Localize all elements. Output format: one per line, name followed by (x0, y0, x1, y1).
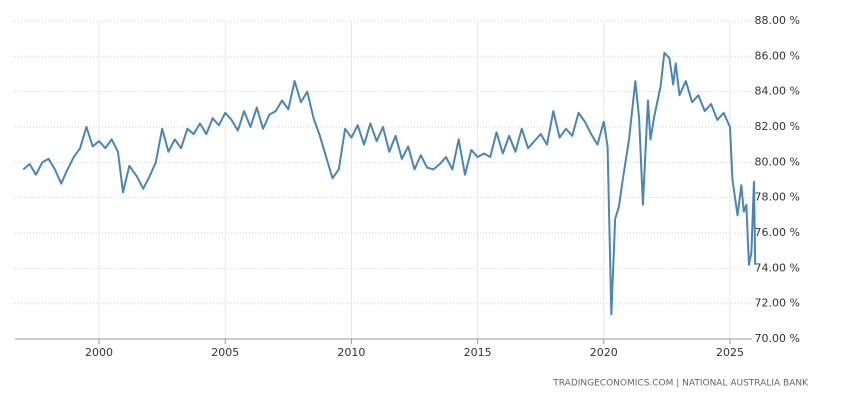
y-tick-label: 78.00 % (755, 191, 800, 204)
y-tick-label: 76.00 % (755, 226, 800, 239)
x-tick-label: 2010 (337, 346, 365, 359)
x-tick-label: 2025 (716, 346, 744, 359)
source: TRADINGECONOMICS.COM | NATIONAL AUSTRALI… (552, 379, 809, 389)
x-tick-label: 2020 (590, 346, 618, 359)
y-tick-label: 86.00 % (755, 49, 800, 62)
y-tick-label: 74.00 % (755, 261, 800, 274)
y-tick-label: 88.00 % (755, 14, 800, 27)
y-tick-label: 82.00 % (755, 120, 800, 133)
y-tick-label: 84.00 % (755, 85, 800, 98)
y-tick-label: 72.00 % (755, 297, 800, 310)
x-tick-label: 2015 (464, 346, 492, 359)
x-tick-label: 2005 (211, 346, 239, 359)
y-tick-label: 70.00 % (755, 332, 800, 345)
line (22, 51, 757, 316)
y-tick-label: 80.00 % (755, 155, 800, 168)
x-tick-label: 2000 (85, 346, 113, 359)
